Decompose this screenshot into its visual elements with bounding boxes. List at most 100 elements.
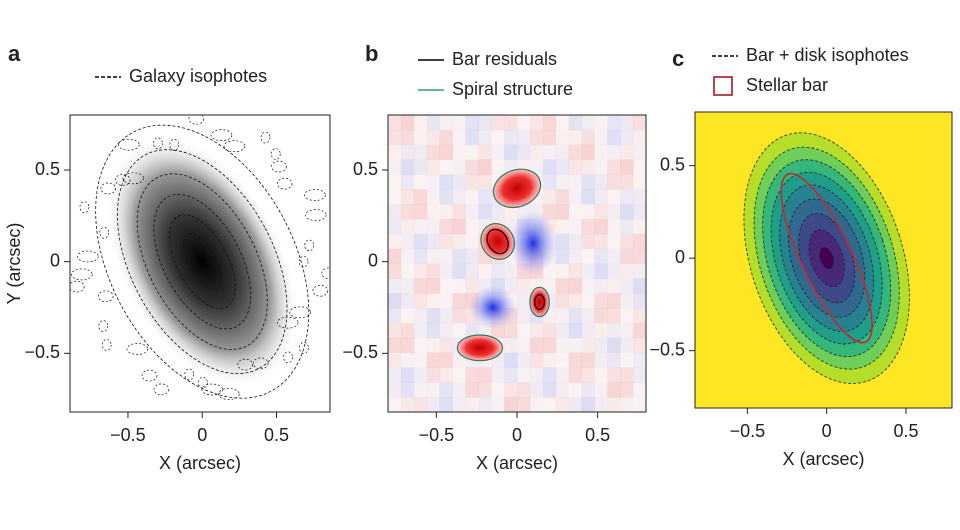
pixel <box>555 144 570 161</box>
pixel <box>388 352 402 368</box>
pixel <box>555 278 570 294</box>
pixel <box>478 382 492 398</box>
pixel <box>388 233 402 250</box>
pixel <box>414 174 427 189</box>
pixel <box>478 204 492 220</box>
isophote <box>117 149 288 375</box>
pixel <box>426 248 441 264</box>
pixel <box>581 144 595 161</box>
pixel <box>465 382 479 398</box>
pixel <box>517 337 531 354</box>
pixel <box>633 263 646 279</box>
pixel <box>413 159 428 175</box>
pixel <box>542 159 557 175</box>
pixel <box>439 382 453 398</box>
isophote <box>122 172 145 185</box>
pixel <box>426 218 441 235</box>
isophote <box>260 131 271 144</box>
pixel <box>453 323 466 338</box>
isophote <box>183 233 222 291</box>
legend-label: Galaxy isophotes <box>129 66 267 86</box>
pixel <box>620 367 634 383</box>
pixel <box>620 189 634 205</box>
pixel <box>388 218 402 235</box>
pixel <box>388 189 401 204</box>
pixel <box>452 189 466 205</box>
pixel <box>542 322 557 339</box>
pixel <box>633 322 646 339</box>
frame <box>69 114 331 413</box>
isophote <box>97 290 114 303</box>
y-tick-label: 0.5 <box>353 159 378 179</box>
pixel <box>607 159 621 175</box>
pixel <box>504 397 518 412</box>
isophote <box>237 358 253 371</box>
x-tick-label: −0.5 <box>730 421 766 441</box>
isophote <box>298 255 309 268</box>
x-axis-label: X (arcsec) <box>159 453 241 473</box>
pixel <box>452 397 466 412</box>
pixel <box>388 278 402 294</box>
pixel <box>388 174 401 189</box>
pixel <box>452 263 466 279</box>
pixel <box>568 367 582 383</box>
pixel <box>607 263 621 279</box>
x-tick-label: −0.5 <box>419 425 455 445</box>
pixel <box>517 293 531 309</box>
pixel <box>439 189 453 205</box>
pixel <box>426 397 441 412</box>
pixel <box>465 219 478 234</box>
pixel <box>426 278 441 294</box>
pixel <box>400 337 415 354</box>
pixel <box>517 144 531 161</box>
pixel <box>581 382 595 398</box>
panel-label: b <box>365 41 378 66</box>
stellar-bar <box>780 172 873 344</box>
pixel <box>633 204 646 220</box>
pixel <box>400 174 415 190</box>
pixel <box>594 293 608 309</box>
pixel <box>439 397 453 412</box>
pixel <box>582 249 595 264</box>
pixel <box>426 308 441 324</box>
pixel <box>607 367 621 383</box>
isophote <box>153 137 163 150</box>
pixel <box>568 218 582 235</box>
image <box>388 115 646 412</box>
pixel <box>620 174 634 190</box>
image <box>695 112 952 408</box>
pixel <box>594 278 608 294</box>
isophote <box>210 129 233 142</box>
isophote <box>184 368 195 381</box>
pixel <box>465 263 479 279</box>
pixel <box>504 129 518 146</box>
pixel <box>607 234 620 249</box>
pixel <box>452 144 466 161</box>
pixel <box>517 323 530 338</box>
isophote <box>276 177 293 190</box>
pixel <box>414 338 427 353</box>
pixel <box>465 322 479 339</box>
isophote <box>71 268 93 281</box>
pixel <box>607 144 621 161</box>
pixel <box>452 218 466 235</box>
pixel <box>555 322 570 339</box>
pixel <box>439 308 453 324</box>
isophote <box>201 383 223 396</box>
pixel <box>465 159 479 175</box>
pixel <box>414 115 427 130</box>
pixel <box>568 337 582 354</box>
pixel <box>413 308 428 324</box>
pixel <box>465 174 479 190</box>
pixel <box>568 248 582 264</box>
pixel <box>529 322 544 339</box>
pixel <box>400 322 415 339</box>
legend-label: Bar residuals <box>452 49 557 69</box>
pixel <box>594 382 608 398</box>
pixel <box>581 352 595 368</box>
pixel <box>581 337 595 354</box>
pixel <box>607 337 621 354</box>
pixel <box>607 382 621 398</box>
isophote <box>95 124 310 399</box>
pixel <box>594 189 608 205</box>
